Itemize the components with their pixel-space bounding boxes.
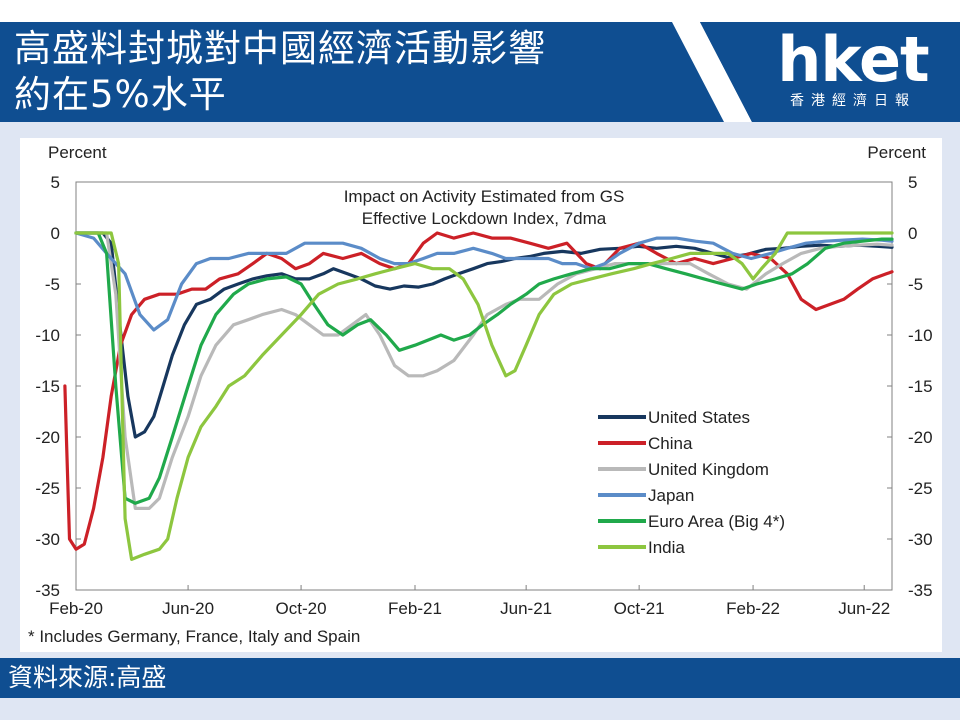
x-tick-label: Feb-21 [388, 599, 442, 618]
series-line-united-kingdom [74, 231, 894, 510]
series-line-china [63, 231, 894, 551]
legend: United States China United Kingdom Japan Eur… [598, 408, 785, 557]
legend-label: United States [648, 408, 750, 427]
header-diagonal-stripe [672, 22, 960, 122]
chart-panel: 5 0 -5 -10 -15 -20 -25 -30 -35 5 0 -5 -10 -15 -20 -25 -… [20, 138, 942, 652]
y-tick-label-right: -10 [908, 326, 933, 345]
right-axis: 5 0 -5 -10 -15 -20 -25 -30 -35 [887, 173, 933, 600]
x-tick-label: Oct-20 [276, 599, 327, 618]
y-tick-label-right: 5 [908, 173, 917, 192]
series-line-euro-area-big-4 [74, 231, 894, 505]
y-tick-label-left: -15 [35, 377, 60, 396]
line-chart: 5 0 -5 -10 -15 -20 -25 -30 -35 5 0 -5 -10 -15 -20 -25 -… [28, 143, 933, 646]
hket-logo: hket 香港經濟日報 [760, 28, 946, 116]
x-tick-label: Feb-20 [49, 599, 103, 618]
legend-label: United Kingdom [648, 460, 769, 479]
y-tick-label-right: -15 [908, 377, 933, 396]
source-bar: 資料來源:高盛 [0, 658, 960, 698]
logo-subtitle: 香港經濟日報 [790, 93, 916, 109]
chart-title-line-1: Impact on Activity Estimated from GS [344, 187, 625, 206]
chart-footnote: * Includes Germany, France, Italy and Sp… [28, 627, 360, 646]
page-title: 高盛料封城對中國經濟活動影響 約在5%水平 [14, 27, 546, 116]
y-tick-label-right: 0 [908, 224, 917, 243]
y-tick-label-left: 5 [51, 173, 60, 192]
series-line-united-states [74, 231, 894, 439]
legend-label: China [648, 434, 693, 453]
y-tick-label-right: -25 [908, 479, 933, 498]
chart-title-line-2: Effective Lockdown Index, 7dma [362, 209, 607, 228]
y-tick-label-left: -20 [35, 428, 60, 447]
y-tick-label-left: -5 [45, 275, 60, 294]
header: 高盛料封城對中國經濟活動影響 約在5%水平 hket 香港經濟日報 [0, 0, 960, 122]
y-tick-label-right: -35 [908, 581, 933, 600]
source-text: 資料來源:高盛 [8, 663, 167, 692]
x-tick-label: Jun-22 [838, 599, 890, 618]
y-tick-label-right: -30 [908, 530, 933, 549]
series-line-japan [74, 231, 894, 332]
x-tick-label: Jun-21 [500, 599, 552, 618]
y-tick-label-left: -25 [35, 479, 60, 498]
legend-label: Euro Area (Big 4*) [648, 512, 785, 531]
y-tick-label-left: -35 [35, 581, 60, 600]
x-tick-label: Feb-22 [726, 599, 780, 618]
legend-label: India [648, 538, 685, 557]
legend-label: Japan [648, 486, 694, 505]
y-axis-label-left: Percent [48, 143, 107, 162]
y-tick-label-right: -5 [908, 275, 923, 294]
x-tick-label: Jun-20 [162, 599, 214, 618]
logo-wordmark: hket [777, 23, 929, 96]
y-axis-label-right: Percent [867, 143, 926, 162]
series-lines [63, 231, 894, 561]
x-axis: Feb-20 Jun-20 Oct-20 Feb-21 Jun-21 Oct-21 Feb-… [49, 585, 890, 618]
series-line-india [74, 231, 894, 561]
y-tick-label-left: 0 [51, 224, 60, 243]
y-tick-label-left: -10 [35, 326, 60, 345]
left-axis: 5 0 -5 -10 -15 -20 -25 -30 -35 [35, 173, 81, 600]
x-tick-label: Oct-21 [614, 599, 665, 618]
y-tick-label-left: -30 [35, 530, 60, 549]
y-tick-label-right: -20 [908, 428, 933, 447]
